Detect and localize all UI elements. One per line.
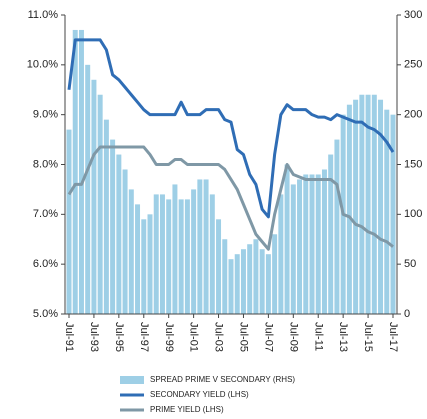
legend-label: SPREAD PRIME V SECONDARY (RHS) [150, 375, 295, 384]
bar [265, 254, 271, 314]
bar [147, 214, 153, 314]
y-tick-label: 9.0% [33, 109, 58, 121]
legend-swatch [120, 376, 144, 384]
bar [297, 179, 303, 314]
y2-tick-label: 250 [404, 59, 422, 71]
bar [234, 254, 240, 314]
bar [191, 189, 197, 314]
y2-tick-label: 150 [404, 158, 422, 170]
y-tick-label: 7.0% [33, 208, 58, 220]
bar [359, 94, 365, 314]
bar [321, 169, 327, 314]
bar [184, 199, 190, 314]
bar [66, 129, 72, 314]
y2-tick-label: 200 [404, 109, 422, 121]
x-tick-label: Jul-99 [163, 322, 175, 352]
line [67, 145, 394, 251]
x-tick-label: Jul-07 [262, 322, 274, 352]
bar [85, 64, 91, 314]
y2-tick-label: 50 [404, 258, 416, 270]
bar [128, 189, 134, 314]
bar [390, 114, 396, 315]
bar [365, 94, 371, 314]
bar [97, 94, 103, 314]
bar [334, 139, 340, 314]
bar [178, 199, 184, 314]
bar [346, 104, 352, 314]
bar [141, 219, 147, 314]
bar [253, 239, 259, 314]
x-tick-label: Jul-11 [312, 322, 324, 351]
x-tick-label: Jul-05 [238, 322, 250, 352]
bar [209, 194, 215, 314]
y-tick-label: 5.0% [33, 308, 58, 320]
bar [110, 139, 116, 314]
x-tick-label: Jul-95 [113, 322, 125, 352]
bar [166, 199, 172, 314]
bar [197, 179, 203, 314]
bar [278, 194, 284, 314]
x-tick-label: Jul-03 [213, 322, 225, 352]
x-tick-label: Jul-91 [63, 322, 75, 352]
bar [328, 154, 334, 314]
bar [91, 79, 97, 315]
bar [309, 174, 315, 314]
bar [172, 184, 178, 314]
legend-label: SECONDARY YIELD (LHS) [150, 390, 249, 399]
y-tick-label: 11.0% [28, 9, 59, 21]
x-tick-label: Jul-13 [337, 322, 349, 352]
x-tick-label: Jul-93 [88, 322, 100, 352]
bar [240, 249, 246, 314]
bar [135, 204, 141, 314]
legend-label: PRIME YIELD (LHS) [150, 405, 224, 414]
x-tick-label: Jul-17 [387, 322, 399, 352]
bar [384, 109, 390, 314]
x-tick-label: Jul-97 [138, 322, 150, 352]
bar [153, 194, 159, 314]
y2-tick-label: 100 [404, 208, 422, 220]
bar [303, 174, 309, 314]
bar [353, 99, 359, 314]
y-tick-label: 6.0% [33, 258, 58, 270]
y-tick-label: 8.0% [33, 158, 58, 170]
y2-tick-label: 0 [404, 308, 410, 320]
bar [222, 239, 228, 314]
bar [72, 29, 78, 314]
x-tick-label: Jul-01 [188, 322, 200, 352]
y2-tick-label: 300 [404, 9, 422, 21]
bar [116, 154, 122, 314]
bar [315, 174, 321, 314]
bar [122, 169, 128, 314]
bar [284, 164, 290, 314]
bar [371, 94, 377, 314]
bar [159, 194, 165, 314]
bar [203, 179, 209, 314]
bar [228, 259, 234, 314]
y-tick-label: 10.0% [27, 59, 58, 71]
x-tick-label: Jul-15 [362, 322, 374, 352]
bar [378, 99, 384, 314]
bar [216, 219, 222, 314]
x-tick-label: Jul-09 [287, 322, 299, 352]
bar [247, 244, 253, 314]
bar [259, 249, 265, 314]
line [67, 38, 395, 219]
bar [78, 29, 84, 314]
bar [290, 184, 296, 314]
bar [272, 234, 278, 314]
bar [103, 119, 109, 315]
